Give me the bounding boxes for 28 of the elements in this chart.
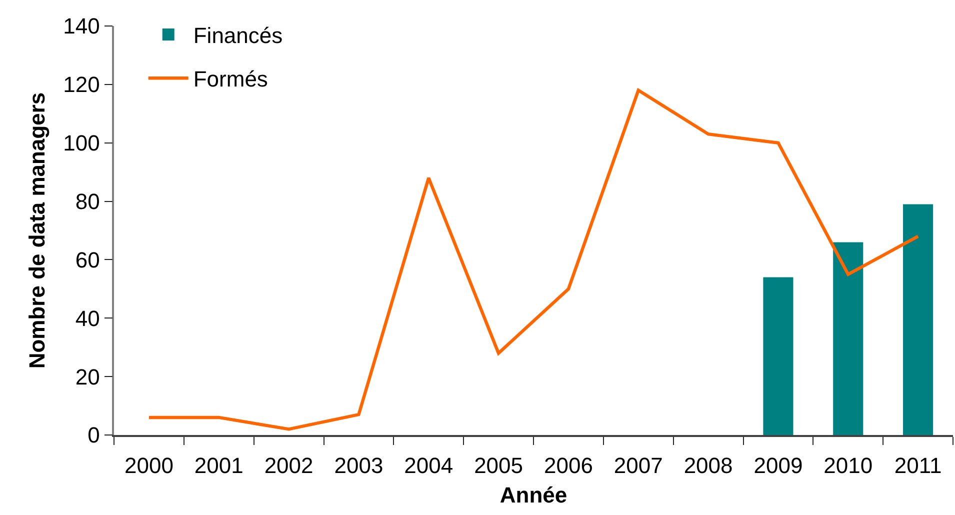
- x-tick-label: 2005: [474, 453, 524, 478]
- y-tick-label: 40: [75, 306, 100, 331]
- y-tick-label: 60: [75, 247, 100, 272]
- y-tick-label: 120: [63, 72, 100, 98]
- legend-label: Formés: [193, 66, 268, 92]
- legend-label: Financés: [193, 23, 283, 48]
- x-tick-label: 2010: [824, 453, 873, 478]
- x-tick-label: 2004: [404, 453, 454, 478]
- y-tick-label: 100: [63, 130, 100, 156]
- x-tick-label: 2003: [334, 453, 384, 478]
- x-tick-label: 2001: [194, 453, 244, 478]
- bar: [903, 204, 934, 435]
- x-tick-label: 2007: [614, 453, 663, 478]
- bar: [763, 277, 794, 435]
- y-tick-label: 140: [63, 14, 100, 39]
- bar: [833, 242, 864, 435]
- x-tick-label: 2009: [754, 453, 803, 478]
- y-tick-label: 0: [88, 422, 100, 448]
- y-tick-label: 20: [75, 364, 100, 390]
- x-tick-label: 2008: [684, 453, 733, 478]
- x-axis-title: Année: [500, 482, 568, 508]
- x-tick-label: 2006: [544, 453, 593, 478]
- x-tick-label: 2002: [264, 453, 314, 478]
- x-tick-label: 2011: [894, 453, 942, 478]
- y-axis-title: Nombre de data managers: [24, 92, 50, 369]
- y-tick-label: 80: [75, 188, 100, 214]
- x-tick-label: 2000: [124, 453, 174, 478]
- line-series: [147, 88, 920, 431]
